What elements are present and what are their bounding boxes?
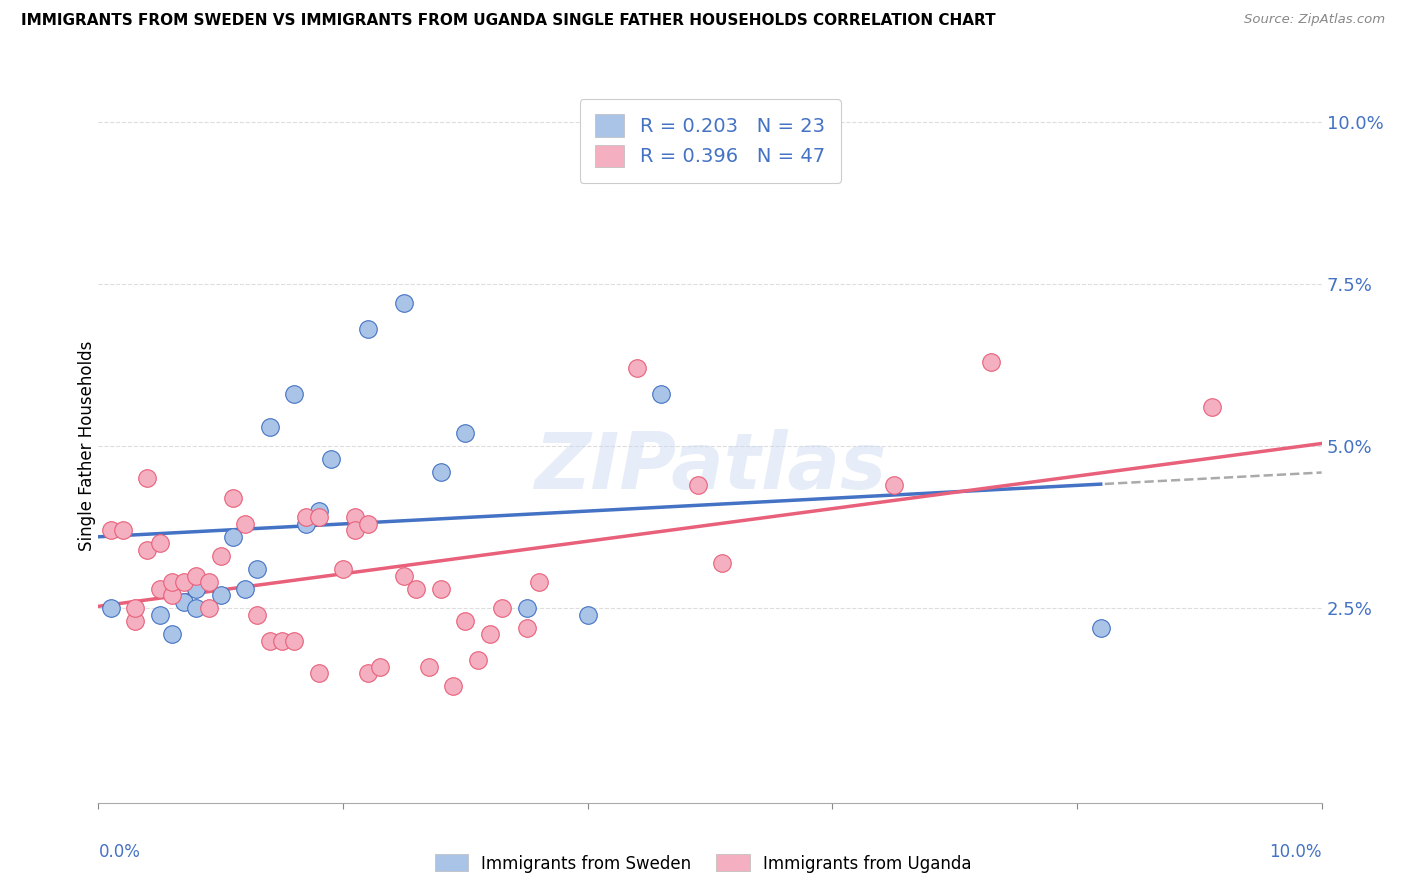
- Point: [136, 471, 159, 485]
- Text: IMMIGRANTS FROM SWEDEN VS IMMIGRANTS FROM UGANDA SINGLE FATHER HOUSEHOLDS CORREL: IMMIGRANTS FROM SWEDEN VS IMMIGRANTS FRO…: [21, 13, 995, 29]
- Point: [186, 601, 208, 615]
- Point: [149, 536, 172, 550]
- Text: ZIPatlas: ZIPatlas: [534, 429, 886, 506]
- Point: [186, 568, 208, 582]
- Point: [441, 679, 464, 693]
- Point: [454, 614, 477, 628]
- Point: [259, 419, 281, 434]
- Point: [186, 582, 208, 596]
- Point: [160, 588, 183, 602]
- Point: [270, 633, 292, 648]
- Point: [711, 556, 734, 570]
- Point: [246, 562, 269, 576]
- Point: [430, 465, 453, 479]
- Point: [173, 595, 195, 609]
- Point: [467, 653, 489, 667]
- Text: 10.0%: 10.0%: [1270, 843, 1322, 861]
- Point: [124, 601, 146, 615]
- Point: [308, 504, 330, 518]
- Point: [259, 633, 281, 648]
- Point: [980, 354, 1002, 368]
- Point: [233, 582, 256, 596]
- Point: [430, 582, 453, 596]
- Legend: R = 0.203   N = 23, R = 0.396   N = 47: R = 0.203 N = 23, R = 0.396 N = 47: [579, 99, 841, 183]
- Text: Source: ZipAtlas.com: Source: ZipAtlas.com: [1244, 13, 1385, 27]
- Point: [344, 510, 367, 524]
- Point: [356, 666, 378, 681]
- Point: [160, 575, 183, 590]
- Point: [295, 516, 318, 531]
- Point: [344, 524, 367, 538]
- Point: [246, 607, 269, 622]
- Point: [100, 524, 122, 538]
- Point: [124, 614, 146, 628]
- Point: [173, 575, 195, 590]
- Point: [405, 582, 427, 596]
- Point: [308, 510, 330, 524]
- Point: [454, 425, 477, 440]
- Point: [160, 627, 183, 641]
- Point: [308, 666, 330, 681]
- Point: [368, 659, 391, 673]
- Point: [356, 516, 378, 531]
- Point: [197, 601, 219, 615]
- Point: [418, 659, 440, 673]
- Point: [491, 601, 513, 615]
- Point: [356, 322, 378, 336]
- Point: [295, 510, 318, 524]
- Point: [516, 621, 538, 635]
- Point: [283, 387, 305, 401]
- Y-axis label: Single Father Households: Single Father Households: [79, 341, 96, 551]
- Point: [576, 607, 599, 622]
- Point: [283, 633, 305, 648]
- Point: [1201, 400, 1223, 414]
- Point: [209, 549, 232, 564]
- Point: [392, 568, 416, 582]
- Point: [686, 478, 709, 492]
- Point: [197, 575, 219, 590]
- Point: [136, 542, 159, 557]
- Point: [149, 607, 172, 622]
- Legend: Immigrants from Sweden, Immigrants from Uganda: Immigrants from Sweden, Immigrants from …: [427, 847, 979, 880]
- Point: [478, 627, 501, 641]
- Point: [650, 387, 672, 401]
- Point: [209, 588, 232, 602]
- Text: 0.0%: 0.0%: [98, 843, 141, 861]
- Point: [392, 296, 416, 310]
- Point: [883, 478, 905, 492]
- Point: [149, 582, 172, 596]
- Point: [111, 524, 134, 538]
- Point: [319, 452, 342, 467]
- Point: [527, 575, 550, 590]
- Point: [100, 601, 122, 615]
- Point: [233, 516, 256, 531]
- Point: [222, 491, 245, 505]
- Point: [1090, 621, 1112, 635]
- Point: [222, 530, 245, 544]
- Point: [626, 361, 648, 376]
- Point: [516, 601, 538, 615]
- Point: [332, 562, 354, 576]
